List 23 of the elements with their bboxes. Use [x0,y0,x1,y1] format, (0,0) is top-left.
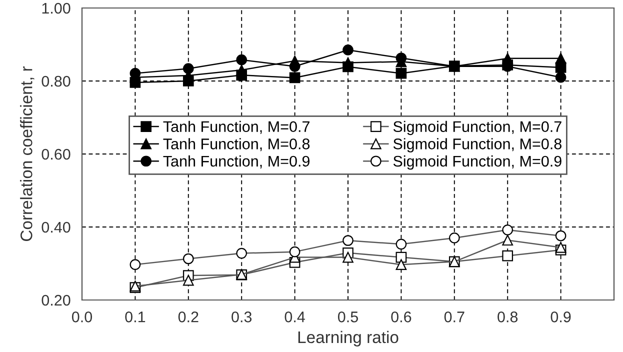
x-tick-label: 0.3 [232,312,252,322]
x-axis-title: Learning ratio [298,330,398,346]
y-tick-label: 0.20 [42,294,70,306]
legend-label: Sigmoid Function, M=0.7 [393,120,562,136]
x-tick-label: 0.6 [391,312,412,322]
x-tick-label: 0.0 [72,312,92,322]
y-tick-label: 1.00 [42,2,70,14]
x-tick-label: 0.7 [444,312,464,322]
x-tick-label: 0.1 [125,312,146,322]
x-tick-label: 0.9 [550,312,571,322]
y-tick-label: 0.40 [42,222,70,233]
legend-label: Tanh Function, M=0.9 [163,155,310,168]
x-tick-label: 0.5 [338,312,358,322]
legend-label: Sigmoid Function, M=0.9 [393,155,562,170]
x-tick-label: 0.2 [178,312,198,322]
x-tick-label: 0.8 [498,312,518,322]
y-tick-label: 0.60 [42,148,70,160]
legend-label: Tanh Function, M=0.7 [163,120,310,134]
legend-label: Tanh Function, M=0.8 [163,138,310,152]
x-tick-label: 0.4 [284,312,305,322]
y-axis-title: Correlation coefficient, r [20,66,34,242]
y-tick-label: 0.80 [42,76,70,87]
legend-label: Sigmoid Function, M=0.8 [393,138,562,152]
